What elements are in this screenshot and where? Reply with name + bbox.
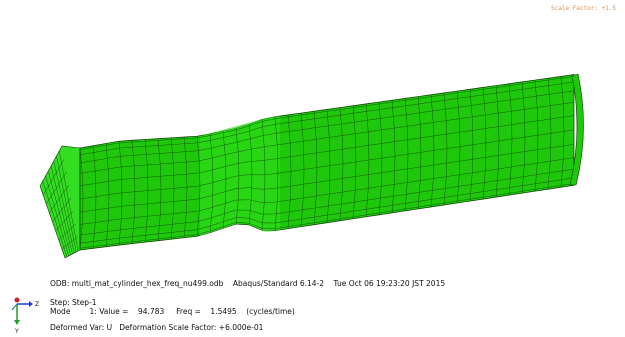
triad: Z Y	[12, 298, 39, 336]
triad-y-label: Y	[14, 328, 19, 335]
deformed-line: Deformed Var: U Deformation Scale Factor…	[50, 323, 263, 332]
body	[80, 75, 574, 250]
mode-line: Mode 1: Value = 94.783 Freq = 1.5495 (cy…	[50, 307, 295, 316]
shoulder	[200, 116, 280, 236]
viewport: Z Y Scale Factor: +1.5 ODB: multi_mat_cy…	[0, 0, 625, 337]
triad-z-label: Z	[35, 301, 39, 308]
step-line: Step: Step-1	[50, 298, 97, 307]
odb-line: ODB: multi_mat_cylinder_hex_freq_nu499.o…	[50, 279, 445, 288]
mesh	[0, 0, 584, 258]
scale-factor: Scale Factor: +1.5	[551, 4, 616, 13]
